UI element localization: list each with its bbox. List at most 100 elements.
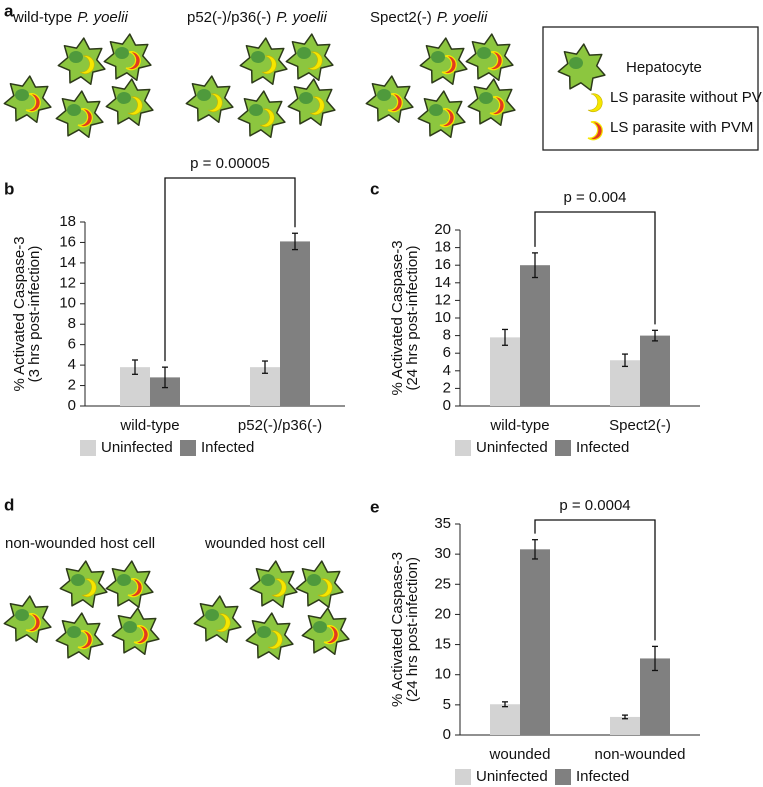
y-tick-label: 8 xyxy=(443,327,451,344)
nucleus xyxy=(15,609,29,621)
cell-body xyxy=(193,595,242,644)
hepatocyte xyxy=(467,78,516,127)
parasite xyxy=(441,55,457,75)
parasite xyxy=(207,93,223,112)
parasite xyxy=(127,578,143,598)
y-tick-label: 6 xyxy=(68,336,76,353)
parasite xyxy=(439,108,455,128)
nucleus xyxy=(479,92,493,104)
cell-body xyxy=(245,612,294,661)
hepatocyte xyxy=(419,37,468,86)
parasite xyxy=(77,108,93,128)
nucleus xyxy=(205,609,219,621)
y-tick-label: 5 xyxy=(443,696,451,713)
group-label: wild-type xyxy=(12,9,72,26)
y-axis-label: (24 hrs post-infection) xyxy=(404,245,421,390)
y-tick-label: 2 xyxy=(443,379,451,396)
y-tick-label: 10 xyxy=(434,666,451,683)
bar xyxy=(280,241,310,406)
parasite xyxy=(125,51,141,71)
panel-letter: a xyxy=(4,1,14,20)
parasite xyxy=(267,630,283,649)
hepatocyte xyxy=(55,612,104,661)
hepatocyte xyxy=(193,595,242,644)
cell-body xyxy=(467,78,516,127)
nucleus xyxy=(261,574,275,586)
nucleus xyxy=(117,574,131,586)
y-tick-label: 10 xyxy=(434,309,451,326)
y-tick-label: 2 xyxy=(68,377,76,394)
group-title: non-wounded host cell xyxy=(5,535,155,552)
nucleus xyxy=(251,51,265,63)
parasite xyxy=(489,96,505,116)
legend-label: Hepatocyte xyxy=(626,59,702,76)
cell-body xyxy=(111,607,160,656)
annotation: p = 0.00005 xyxy=(190,155,270,172)
group-title: wild-type P. yoelii xyxy=(12,9,128,26)
hepatocyte xyxy=(245,612,294,661)
nucleus xyxy=(123,621,137,633)
group-title: p52(-)/p36(-) P. yoelii xyxy=(187,9,327,26)
nucleus xyxy=(431,51,445,63)
parasite xyxy=(323,625,339,645)
significance-bracket xyxy=(164,177,296,362)
bar xyxy=(520,265,550,406)
parasite xyxy=(587,121,603,141)
legend-label: Infected xyxy=(576,439,629,456)
hepatocyte xyxy=(185,75,234,124)
cell-body xyxy=(239,37,288,86)
cell-body xyxy=(55,612,104,661)
legend-label: LS parasite with PVM xyxy=(610,119,753,136)
group-title: Spect2(-) P. yoelii xyxy=(370,9,488,26)
parasite xyxy=(261,55,277,74)
cell-body xyxy=(105,78,154,127)
y-tick-label: 0 xyxy=(68,397,76,414)
y-tick-label: 0 xyxy=(443,726,451,743)
y-tick-label: 16 xyxy=(59,233,76,250)
nucleus xyxy=(69,51,83,63)
legend-label: Infected xyxy=(201,439,254,456)
nucleus xyxy=(71,574,85,586)
species: P. yoelii xyxy=(276,9,327,26)
panel-letter: e xyxy=(370,497,379,516)
group-title: wounded host cell xyxy=(204,535,325,552)
x-tick-label: wild-type xyxy=(119,417,179,434)
nucleus xyxy=(429,104,443,116)
hepatocyte xyxy=(105,560,154,609)
parasite xyxy=(587,93,603,112)
legend-label: Uninfected xyxy=(101,439,173,456)
legend-label: Uninfected xyxy=(476,768,548,785)
parasite xyxy=(25,613,41,633)
hepatocyte xyxy=(295,560,344,609)
hepatocyte xyxy=(55,90,104,139)
cell-body xyxy=(59,560,108,609)
hepatocyte xyxy=(111,607,160,656)
y-tick-label: 8 xyxy=(68,315,76,332)
bar xyxy=(490,337,520,406)
legend-swatch xyxy=(180,440,196,456)
parasite xyxy=(79,55,95,74)
bar xyxy=(640,335,670,406)
nucleus xyxy=(477,47,491,59)
x-tick-label: wounded xyxy=(489,746,551,763)
y-tick-label: 25 xyxy=(434,575,451,592)
cell-body xyxy=(249,560,298,609)
parasite xyxy=(81,578,97,597)
cell-body xyxy=(3,595,52,644)
bar xyxy=(610,360,640,406)
hepatocyte xyxy=(237,90,286,139)
nucleus xyxy=(249,104,263,116)
nucleus xyxy=(115,47,129,59)
hepatocyte xyxy=(287,78,336,127)
cell-body xyxy=(287,78,336,127)
hepatocyte xyxy=(239,37,288,86)
parasite xyxy=(317,578,333,597)
y-tick-label: 30 xyxy=(434,545,451,562)
y-tick-label: 4 xyxy=(68,356,76,373)
nucleus xyxy=(377,89,391,101)
nucleus xyxy=(67,626,81,638)
bar xyxy=(490,704,520,735)
cell-body xyxy=(105,560,154,609)
y-tick-label: 14 xyxy=(434,274,451,291)
